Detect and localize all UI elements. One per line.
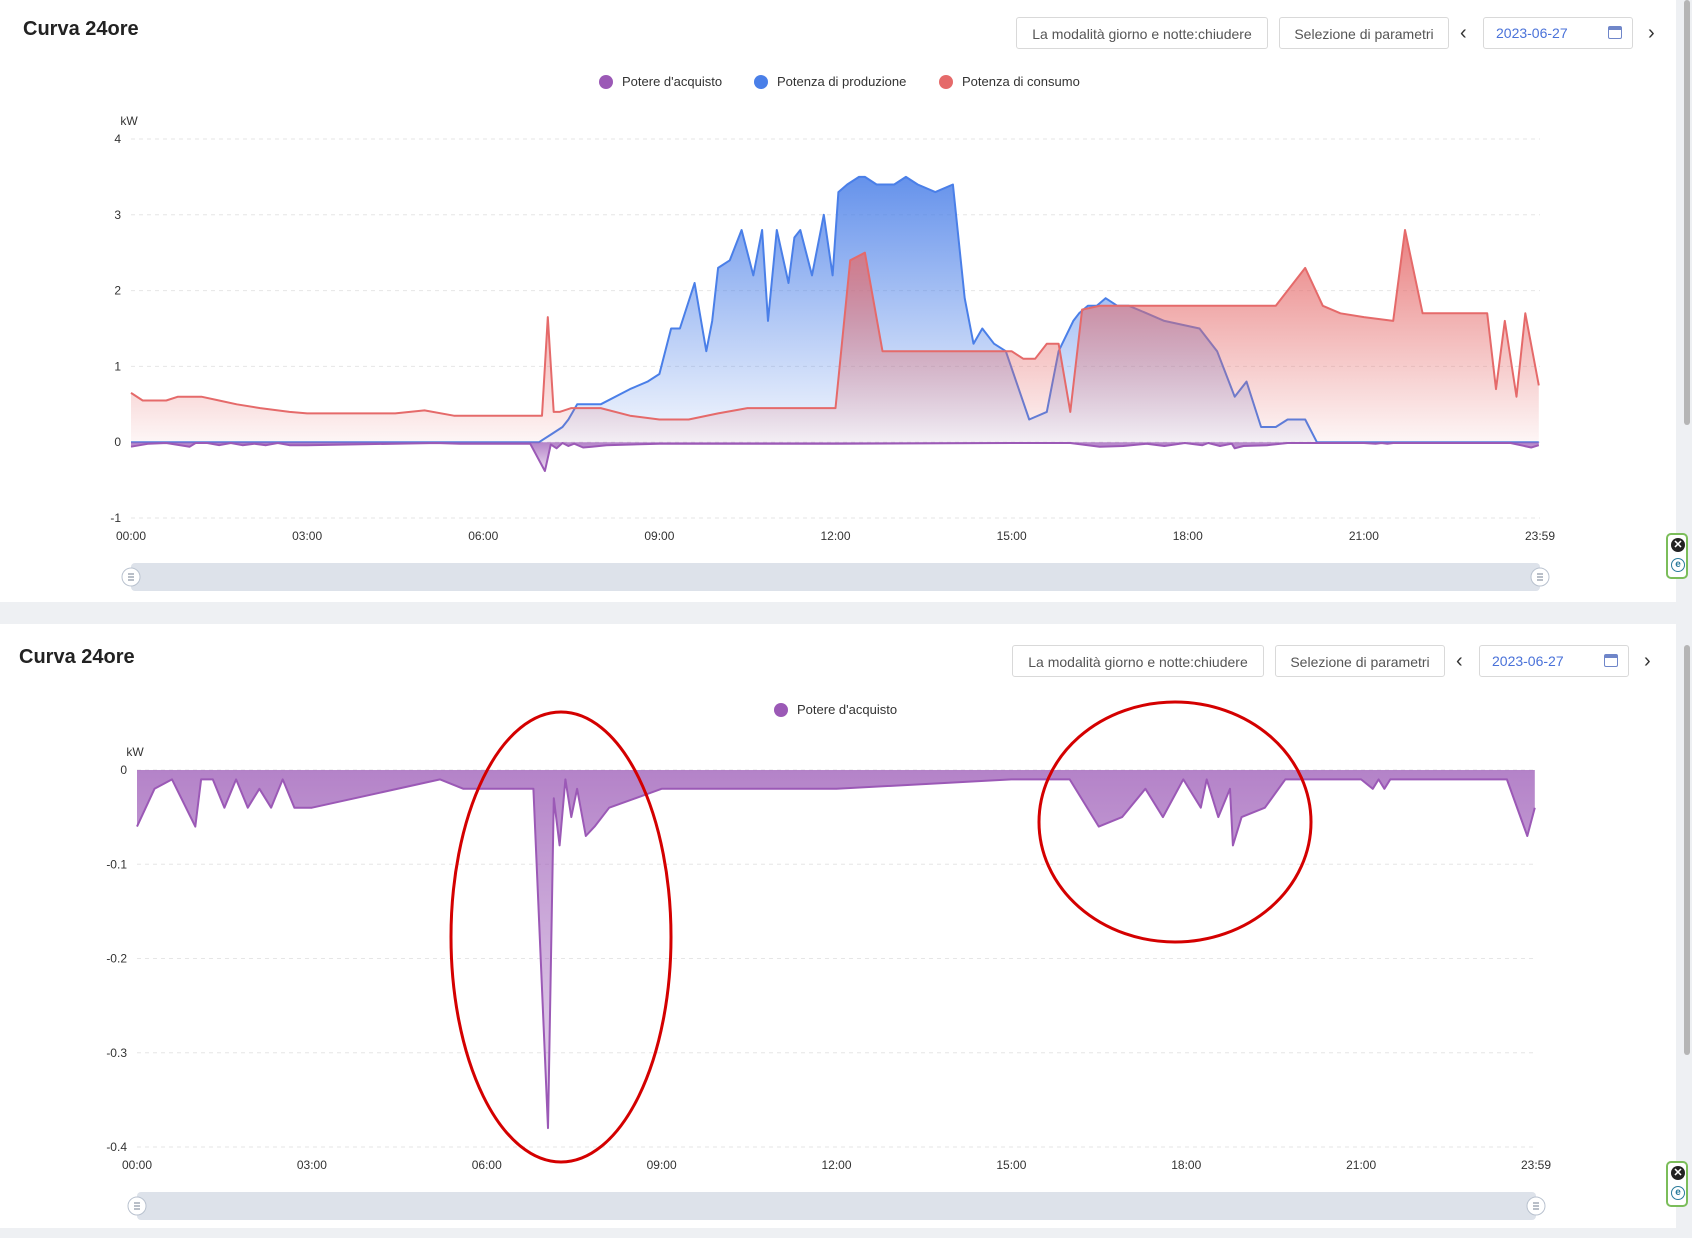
legend-label-purchase: Potere d'acquisto — [622, 74, 723, 89]
legend-label-consumption: Potenza di consumo — [962, 74, 1080, 89]
y-tick-label: -0.2 — [106, 952, 127, 966]
legend-item-consumption[interactable]: Potenza di consumo — [939, 74, 1080, 89]
x-tick-label: 15:00 — [996, 1158, 1026, 1172]
legend-marker-purchase — [599, 74, 613, 89]
x-tick-label: 12:00 — [820, 529, 850, 543]
y-tick-label: 2 — [114, 284, 121, 298]
panel-title: Curva 24ore — [23, 18, 139, 40]
legend-marker-consumption — [939, 74, 953, 89]
x-tick-label: 21:00 — [1346, 1158, 1376, 1172]
x-tick-label: 00:00 — [122, 1158, 152, 1172]
x-tick-label: 03:00 — [297, 1158, 327, 1172]
x-tick-label: 03:00 — [292, 529, 322, 543]
panel-title: Curva 24ore — [19, 646, 135, 668]
x-tick-label: 23:59 — [1525, 529, 1555, 543]
zoom-handle-right[interactable] — [1530, 567, 1550, 587]
x-tick-label: 15:00 — [997, 529, 1027, 543]
x-tick-label: 23:59 — [1521, 1158, 1551, 1172]
y-tick-label: 0 — [120, 763, 127, 777]
zoom-handle-right[interactable] — [1526, 1196, 1546, 1216]
extension-logo-icon: e — [1671, 1186, 1685, 1200]
y-tick-label: -0.3 — [106, 1046, 127, 1060]
close-icon[interactable]: ✕ — [1671, 538, 1685, 552]
date-picker[interactable]: 2023-06-27 — [1483, 17, 1633, 49]
y-tick-label: 4 — [114, 132, 121, 146]
series-area — [131, 442, 1539, 471]
prev-day-button[interactable]: ‹ — [1460, 22, 1467, 44]
day-night-mode-button[interactable]: La modalità giorno e notte:chiudere — [1012, 645, 1264, 677]
annotation-ellipse-evening — [1037, 700, 1313, 944]
legend-item-purchase[interactable]: Potere d'acquisto — [599, 74, 722, 89]
y-tick-label: 3 — [114, 208, 121, 222]
series-line[interactable] — [130, 229, 1540, 421]
zoom-handle-left[interactable] — [121, 567, 141, 587]
prev-day-button[interactable]: ‹ — [1456, 650, 1463, 672]
parameter-selection-button[interactable]: Selezione di parametri — [1275, 645, 1445, 677]
series-line[interactable] — [130, 442, 1540, 472]
day-night-mode-button[interactable]: La modalità giorno e notte:chiudere — [1016, 17, 1268, 49]
legend-label-production: Potenza di produzione — [777, 74, 907, 89]
zoom-slider-track[interactable] — [131, 563, 1540, 591]
scrollbar-thumb-bottom[interactable] — [1684, 645, 1690, 1055]
legend-marker-purchase — [774, 702, 788, 717]
x-tick-label: 18:00 — [1171, 1158, 1201, 1172]
series-line[interactable] — [136, 778, 1536, 1130]
scrollbar-thumb-top[interactable] — [1684, 0, 1690, 425]
parameter-selection-button[interactable]: Selezione di parametri — [1279, 17, 1449, 49]
legend-item-production[interactable]: Potenza di produzione — [754, 74, 906, 89]
x-tick-label: 12:00 — [821, 1158, 851, 1172]
x-tick-label: 21:00 — [1349, 529, 1379, 543]
y-tick-label: 1 — [114, 359, 121, 373]
side-widget-1[interactable]: ✕ e — [1666, 533, 1688, 579]
y-tick-label: 0 — [114, 435, 121, 449]
legend-item-purchase[interactable]: Potere d'acquisto — [774, 702, 897, 717]
legend-marker-production — [754, 74, 768, 89]
x-tick-label: 06:00 — [468, 529, 498, 543]
x-tick-label: 09:00 — [647, 1158, 677, 1172]
calendar-icon — [1604, 654, 1618, 667]
next-day-button[interactable]: › — [1644, 650, 1651, 672]
y-axis-unit-label: kW — [120, 114, 138, 128]
y-axis-unit-label: kW — [126, 745, 144, 759]
y-tick-label: -0.1 — [106, 857, 127, 871]
power-curve-chart[interactable]: kW 4 3 2 1 0 -1 00:00 03:00 06:00 09:00 12:00 15:00 1… — [0, 0, 1676, 602]
next-day-button[interactable]: › — [1648, 22, 1655, 44]
date-value: 2023-06-27 — [1492, 653, 1564, 669]
purchase-power-chart[interactable]: kW 0 -0.1 -0.2 -0.3 -0.4 00:00 03:00 06:00 09:00 1… — [0, 624, 1676, 1228]
chart-panel-1: Curva 24ore La modalità giorno e notte:c… — [0, 0, 1676, 602]
calendar-icon — [1608, 26, 1622, 39]
y-tick-label: -1 — [110, 511, 121, 525]
side-widget-2[interactable]: ✕ e — [1666, 1161, 1688, 1207]
y-tick-label: -0.4 — [106, 1140, 127, 1154]
date-picker[interactable]: 2023-06-27 — [1479, 645, 1629, 677]
x-tick-label: 18:00 — [1173, 529, 1203, 543]
x-tick-label: 06:00 — [472, 1158, 502, 1172]
x-tick-label: 09:00 — [644, 529, 674, 543]
annotation-ellipse-morning — [449, 710, 673, 1164]
zoom-handle-left[interactable] — [127, 1196, 147, 1216]
extension-logo-icon: e — [1671, 558, 1685, 572]
x-tick-label: 00:00 — [116, 529, 146, 543]
close-icon[interactable]: ✕ — [1671, 1166, 1685, 1180]
series-area — [131, 230, 1539, 443]
zoom-slider-track[interactable] — [137, 1192, 1536, 1220]
legend-label-purchase: Potere d'acquisto — [797, 702, 898, 717]
series-area — [137, 770, 1535, 1129]
chart-panel-2: Curva 24ore La modalità giorno e notte:c… — [0, 624, 1676, 1228]
date-value: 2023-06-27 — [1496, 25, 1568, 41]
